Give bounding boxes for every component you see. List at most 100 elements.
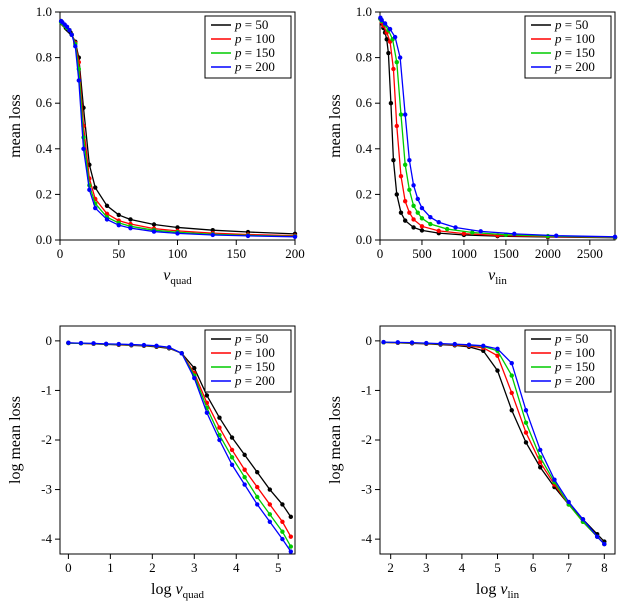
svg-text:5: 5 <box>494 560 501 575</box>
svg-text:0: 0 <box>377 246 384 261</box>
figure: 0501001502000.00.20.40.60.81.0mean lossν… <box>0 0 640 605</box>
svg-text:8: 8 <box>601 560 608 575</box>
series-marker <box>381 340 385 344</box>
svg-text:0.4: 0.4 <box>356 141 373 156</box>
series-marker <box>552 477 556 481</box>
series-marker <box>510 361 514 365</box>
series-marker <box>420 228 424 232</box>
series-marker <box>395 124 399 128</box>
legend: p = 50p = 100p = 150p = 200 <box>525 16 611 78</box>
series-marker <box>538 448 542 452</box>
series-marker <box>567 500 571 504</box>
series-marker <box>424 341 428 345</box>
series-marker <box>230 448 234 452</box>
panel-bottom_right: 2345678-4-3-2-10log mean losslog νlinp =… <box>327 326 615 601</box>
series-marker <box>595 534 599 538</box>
series-marker <box>280 537 284 541</box>
series-marker <box>217 425 221 429</box>
series-marker <box>399 112 403 116</box>
svg-text:p = 200: p = 200 <box>234 373 275 388</box>
series-marker <box>255 470 259 474</box>
svg-text:p = 100: p = 100 <box>554 31 595 46</box>
series-marker <box>268 487 272 491</box>
series-marker <box>117 223 121 227</box>
svg-text:mean loss: mean loss <box>327 94 344 158</box>
series-marker <box>403 199 407 203</box>
series-marker <box>81 147 85 151</box>
series-marker <box>142 343 146 347</box>
series-marker <box>438 341 442 345</box>
panel-top_left: 0501001502000.00.20.40.60.81.0mean lossν… <box>7 4 305 287</box>
svg-text:p = 100: p = 100 <box>234 345 275 360</box>
series-marker <box>389 101 393 105</box>
series-marker <box>411 217 415 221</box>
series-marker <box>524 408 528 412</box>
x-axis-label: νlin <box>488 267 507 287</box>
svg-text:0.0: 0.0 <box>356 232 372 247</box>
series-marker <box>437 229 441 233</box>
svg-text:2: 2 <box>387 560 394 575</box>
svg-text:log mean loss: log mean loss <box>7 396 24 484</box>
series-marker <box>66 341 70 345</box>
svg-text:6: 6 <box>530 560 537 575</box>
series-marker <box>105 204 109 208</box>
svg-text:2000: 2000 <box>535 246 561 261</box>
svg-text:p = 50: p = 50 <box>234 17 268 32</box>
series-marker <box>395 60 399 64</box>
svg-text:200: 200 <box>285 246 305 261</box>
svg-text:2: 2 <box>149 560 156 575</box>
series-marker <box>117 213 121 217</box>
series-marker <box>289 515 293 519</box>
legend: p = 50p = 100p = 150p = 200 <box>205 330 291 392</box>
svg-text:p = 150: p = 150 <box>234 359 275 374</box>
series-marker <box>93 206 97 210</box>
series-marker <box>510 373 514 377</box>
series-marker <box>388 27 392 31</box>
series-marker <box>403 163 407 167</box>
series-marker <box>510 391 514 395</box>
svg-text:0.6: 0.6 <box>36 95 53 110</box>
svg-text:3: 3 <box>423 560 430 575</box>
series-marker <box>546 234 550 238</box>
series-marker <box>104 342 108 346</box>
series-marker <box>602 542 606 546</box>
series-marker <box>398 55 402 59</box>
series-marker <box>524 440 528 444</box>
series-marker <box>230 455 234 459</box>
series-marker <box>192 376 196 380</box>
svg-text:0.8: 0.8 <box>356 50 372 65</box>
series-marker <box>152 229 156 233</box>
series-marker <box>396 340 400 344</box>
series-marker <box>230 435 234 439</box>
series-marker <box>495 347 499 351</box>
svg-text:p = 50: p = 50 <box>554 331 588 346</box>
svg-text:p = 100: p = 100 <box>234 31 275 46</box>
svg-text:0: 0 <box>57 246 64 261</box>
svg-text:1000: 1000 <box>451 246 477 261</box>
series-marker <box>152 222 156 226</box>
series-marker <box>67 28 71 32</box>
series-marker <box>403 112 407 116</box>
series-marker <box>395 192 399 196</box>
series-marker <box>179 351 183 355</box>
series-marker <box>407 158 411 162</box>
series-marker <box>613 235 617 239</box>
series-marker <box>280 502 284 506</box>
series-marker <box>407 188 411 192</box>
svg-text:5: 5 <box>275 560 282 575</box>
series-marker <box>467 343 471 347</box>
svg-text:-3: -3 <box>41 482 52 497</box>
svg-text:p = 150: p = 150 <box>554 45 595 60</box>
svg-text:7: 7 <box>565 560 572 575</box>
svg-text:p = 200: p = 200 <box>554 59 595 74</box>
svg-text:-2: -2 <box>361 432 372 447</box>
series-marker <box>411 183 415 187</box>
series-marker <box>217 415 221 419</box>
svg-text:p = 50: p = 50 <box>554 17 588 32</box>
svg-text:1: 1 <box>107 560 114 575</box>
panel-top_right: 050010001500200025000.00.20.40.60.81.0me… <box>327 4 617 287</box>
svg-text:150: 150 <box>227 246 247 261</box>
series-marker <box>255 502 259 506</box>
series-marker <box>255 495 259 499</box>
series-marker <box>242 482 246 486</box>
